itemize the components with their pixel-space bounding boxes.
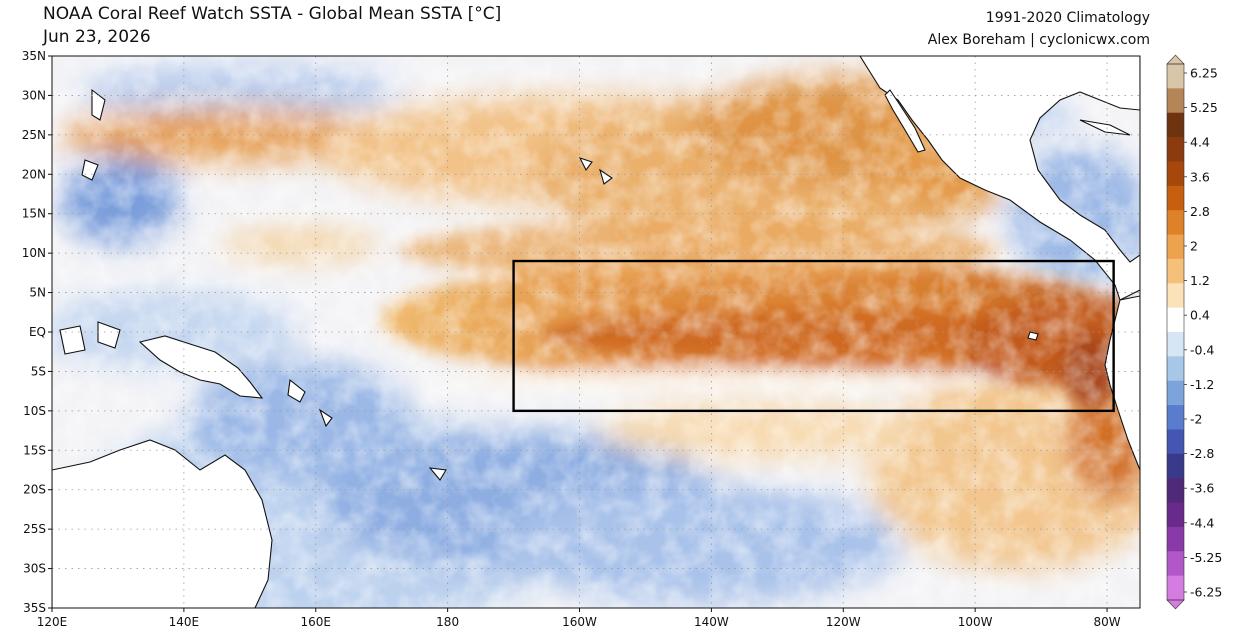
colorbar-swatch — [1167, 575, 1184, 601]
colorbar-label: -6.25 — [1190, 585, 1222, 600]
credit-label: Alex Boreham | cyclonicwx.com — [927, 32, 1150, 48]
map-title: NOAA Coral Reef Watch SSTA - Global Mean… — [43, 4, 502, 24]
longitude-axis: 120E 140E 160E 180 160W 140W 120W 100W 80W — [37, 608, 1121, 629]
lon-label: 100W — [958, 615, 993, 629]
colorbar-swatch — [1167, 478, 1184, 504]
colorbar-swatch — [1167, 161, 1184, 187]
lon-label: 120W — [826, 615, 861, 629]
latitude-axis: 35N 30N 25N 20N 15N 10N 5N EQ 5S 10S 15S 20S 25S 30S 3… — [22, 49, 52, 615]
lat-label: 5S — [31, 364, 46, 378]
ssta-field — [52, 56, 1140, 608]
colorbar-swatch — [1167, 64, 1184, 89]
colorbar-swatch — [1167, 405, 1184, 430]
colorbar-label: -2 — [1190, 412, 1202, 427]
lon-label: 120E — [37, 615, 68, 629]
colorbar-swatch — [1167, 453, 1184, 479]
colorbar-swatch — [1167, 551, 1184, 577]
colorbar-label: -3.6 — [1190, 481, 1214, 496]
colorbar-label: 2 — [1190, 239, 1198, 254]
lat-label: 5N — [29, 286, 46, 300]
lat-label: EQ — [29, 325, 46, 339]
colorbar: 6.25 5.25 4.4 3.6 2.8 2 1.2 0.4 -0.4 -1.2 -2 -2.8 -3… — [1166, 54, 1222, 610]
lat-label: 15S — [23, 443, 46, 457]
colorbar-swatch — [1167, 380, 1184, 406]
colorbar-label: 0.4 — [1190, 308, 1210, 323]
lon-label: 80W — [1093, 615, 1120, 629]
lat-label: 30N — [22, 88, 46, 102]
colorbar-swatch — [1167, 88, 1184, 114]
colorbar-swatch — [1167, 210, 1184, 236]
colorbar-swatch — [1167, 283, 1184, 309]
gridlines — [52, 56, 1140, 608]
colorbar-label: -1.2 — [1190, 377, 1214, 392]
colorbar-label: 5.25 — [1190, 100, 1218, 115]
colorbar-label: 4.4 — [1190, 135, 1210, 150]
colorbar-frame — [1166, 63, 1185, 601]
colorbar-swatch — [1167, 502, 1184, 528]
colorbar-label: 1.2 — [1190, 273, 1210, 288]
lat-label: 25N — [22, 128, 46, 142]
lat-label: 35N — [22, 49, 46, 63]
colorbar-swatch — [1167, 307, 1184, 333]
lat-label: 25S — [23, 522, 46, 536]
land-masses — [52, 56, 1140, 608]
colorbar-swatch — [1167, 429, 1184, 455]
colorbar-swatch — [1167, 137, 1184, 162]
colorbar-swatch — [1167, 185, 1184, 211]
nino-region-box — [512, 259, 1115, 413]
colorbar-label: 2.8 — [1190, 204, 1210, 219]
lat-label: 20N — [22, 167, 46, 181]
colorbar-swatch — [1167, 356, 1184, 382]
lat-label: 20S — [23, 483, 46, 497]
lon-label: 140E — [169, 615, 200, 629]
colorbar-label: 3.6 — [1190, 169, 1210, 184]
lon-label: 160E — [301, 615, 332, 629]
colorbar-swatch — [1167, 234, 1184, 260]
climatology-label: 1991-2020 Climatology — [985, 10, 1150, 26]
lat-label: 35S — [23, 601, 46, 615]
colorbar-top-arrow — [1166, 54, 1185, 65]
lat-label: 30S — [23, 562, 46, 576]
colorbar-label: -2.8 — [1190, 446, 1214, 461]
lat-label: 10N — [22, 246, 46, 260]
lon-label: 160W — [562, 615, 597, 629]
colorbar-label: -0.4 — [1190, 342, 1214, 357]
lon-label: 140W — [694, 615, 729, 629]
colorbar-swatch — [1167, 112, 1184, 138]
colorbar-label: 6.25 — [1190, 66, 1218, 81]
colorbar-bottom-arrow — [1166, 599, 1185, 610]
colorbar-label: -4.4 — [1190, 515, 1214, 530]
lon-label: 180 — [436, 615, 459, 629]
colorbar-swatch — [1167, 332, 1184, 357]
colorbar-label: -5.25 — [1190, 550, 1222, 565]
map-date: Jun 23, 2026 — [43, 27, 151, 47]
colorbar-swatch — [1167, 526, 1184, 552]
lat-label: 10S — [23, 404, 46, 418]
colorbar-swatch — [1167, 258, 1184, 284]
lat-label: 15N — [22, 207, 46, 221]
